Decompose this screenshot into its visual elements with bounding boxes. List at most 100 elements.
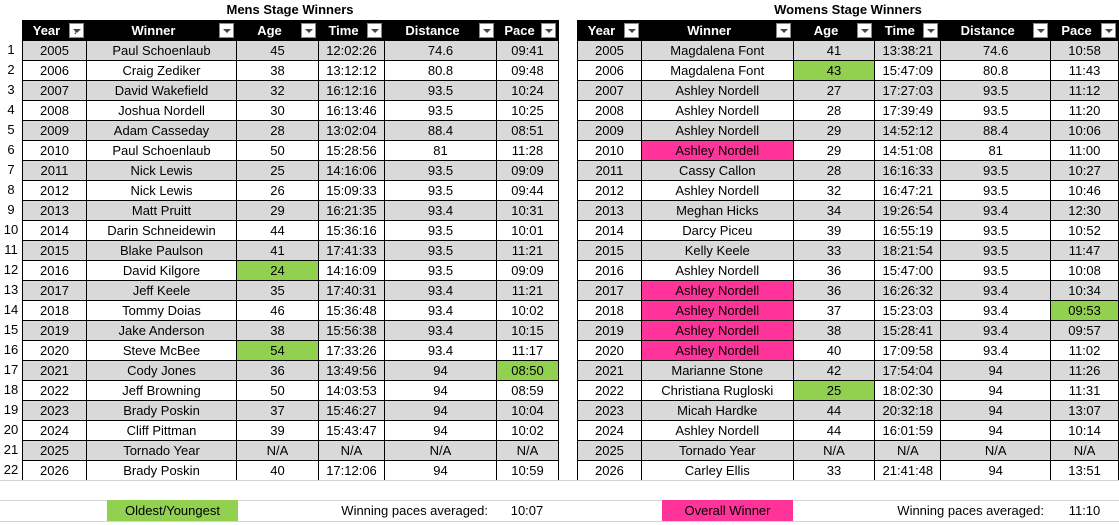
table-cell-pace[interactable]: 10:31 (496, 200, 559, 221)
table-cell-year[interactable]: 2019 (22, 320, 87, 341)
table-cell-pace[interactable]: 11:21 (496, 240, 559, 261)
table-cell-distance[interactable]: 94 (940, 400, 1052, 421)
table-cell-distance[interactable]: N/A (940, 440, 1052, 461)
table-cell-winner[interactable]: Ashley Nordell (640, 340, 794, 361)
table-cell-pace[interactable]: 10:02 (496, 300, 559, 321)
row-number[interactable]: 13 (3, 282, 19, 297)
table-cell-age[interactable]: 25 (236, 160, 319, 181)
table-cell-time[interactable]: 15:43:47 (318, 420, 385, 441)
table-cell-distance[interactable]: 94 (940, 380, 1052, 401)
table-cell-age[interactable]: 46 (236, 300, 319, 321)
filter-dropdown-icon[interactable] (857, 23, 873, 38)
table-cell-winner[interactable]: Ashley Nordell (640, 300, 794, 321)
row-number[interactable]: 9 (7, 202, 15, 217)
filter-dropdown-icon[interactable] (301, 23, 316, 38)
table-cell-winner[interactable]: Ashley Nordell (640, 260, 794, 281)
table-cell-year[interactable]: 2025 (577, 440, 642, 461)
table-cell-distance[interactable]: 93.4 (384, 280, 497, 301)
table-cell-time[interactable]: 17:54:04 (874, 360, 942, 381)
table-cell-year[interactable]: 2024 (577, 420, 642, 441)
table-cell-winner[interactable]: Magdalena Font (640, 40, 794, 61)
table-cell-distance[interactable]: 81 (384, 140, 497, 161)
table-cell-time[interactable]: 16:55:19 (874, 220, 942, 241)
table-cell-distance[interactable]: 94 (384, 380, 497, 401)
table-cell-pace[interactable]: 11:43 (1050, 60, 1119, 81)
filter-dropdown-icon[interactable] (923, 23, 939, 38)
filter-dropdown-icon[interactable] (1101, 23, 1116, 38)
table-cell-year[interactable]: 2009 (577, 120, 642, 141)
table-cell-distance[interactable]: N/A (384, 440, 497, 461)
table-cell-age[interactable]: 38 (236, 320, 319, 341)
table-cell-age[interactable]: 44 (792, 400, 876, 421)
row-number[interactable]: 14 (3, 302, 19, 317)
table-cell-pace[interactable]: 09:41 (496, 40, 559, 61)
table-cell-time[interactable]: 20:32:18 (874, 400, 942, 421)
row-number[interactable]: 4 (7, 102, 15, 117)
table-cell-distance[interactable]: 80.8 (384, 60, 497, 81)
table-cell-pace[interactable]: 11:17 (496, 340, 559, 361)
table-cell-winner[interactable]: Cliff Pittman (86, 420, 237, 441)
row-number[interactable]: 15 (3, 322, 19, 337)
table-cell-pace[interactable]: 11:47 (1050, 240, 1119, 261)
table-cell-time[interactable]: 15:46:27 (318, 400, 385, 421)
table-cell-year[interactable]: 2019 (577, 320, 642, 341)
table-cell-winner[interactable]: Darcy Piceu (640, 220, 794, 241)
table-cell-year[interactable]: 2016 (22, 260, 87, 281)
table-cell-age[interactable]: 36 (792, 280, 876, 301)
filter-dropdown-icon[interactable] (775, 23, 791, 38)
table-cell-time[interactable]: 14:03:53 (318, 380, 385, 401)
row-number[interactable]: 16 (3, 342, 19, 357)
table-cell-winner[interactable]: Magdalena Font (640, 60, 794, 81)
table-cell-age[interactable]: 41 (236, 240, 319, 261)
table-cell-time[interactable]: 18:02:30 (874, 380, 942, 401)
table-cell-distance[interactable]: 81 (940, 140, 1052, 161)
table-cell-time[interactable]: 13:12:12 (318, 60, 385, 81)
table-cell-age[interactable]: 25 (792, 380, 876, 401)
table-cell-distance[interactable]: 93.5 (384, 260, 497, 281)
table-cell-pace[interactable]: 11:31 (1050, 380, 1119, 401)
table-cell-time[interactable]: 16:01:59 (874, 420, 942, 441)
table-cell-pace[interactable]: 11:02 (1050, 340, 1119, 361)
table-cell-pace[interactable]: 10:01 (496, 220, 559, 241)
table-cell-year[interactable]: 2008 (22, 100, 87, 121)
table-cell-age[interactable]: 36 (792, 260, 876, 281)
table-cell-distance[interactable]: 88.4 (940, 120, 1052, 141)
table-cell-winner[interactable]: Jake Anderson (86, 320, 237, 341)
table-cell-winner[interactable]: Ashley Nordell (640, 180, 794, 201)
table-cell-winner[interactable]: Tornado Year (640, 440, 794, 461)
table-cell-winner[interactable]: Nick Lewis (86, 160, 237, 181)
table-cell-pace[interactable]: 10:02 (496, 420, 559, 441)
table-cell-winner[interactable]: Steve McBee (86, 340, 237, 361)
table-cell-age[interactable]: 34 (792, 200, 876, 221)
table-cell-time[interactable]: 19:26:54 (874, 200, 942, 221)
table-cell-age[interactable]: 30 (236, 100, 319, 121)
table-cell-year[interactable]: 2012 (22, 180, 87, 201)
table-cell-winner[interactable]: Paul Schoenlaub (86, 140, 237, 161)
table-cell-year[interactable]: 2007 (22, 80, 87, 101)
table-cell-year[interactable]: 2014 (22, 220, 87, 241)
table-cell-age[interactable]: 29 (792, 120, 876, 141)
row-number[interactable]: 3 (7, 82, 15, 97)
table-cell-time[interactable]: 17:40:31 (318, 280, 385, 301)
table-cell-age[interactable]: 45 (236, 40, 319, 61)
table-cell-year[interactable]: 2010 (577, 140, 642, 161)
table-cell-time[interactable]: 17:33:26 (318, 340, 385, 361)
table-cell-distance[interactable]: 93.4 (940, 200, 1052, 221)
table-cell-winner[interactable]: Cassy Callon (640, 160, 794, 181)
table-cell-winner[interactable]: Ashley Nordell (640, 100, 794, 121)
row-number[interactable]: 2 (7, 62, 15, 77)
table-cell-pace[interactable]: 11:00 (1050, 140, 1119, 161)
table-cell-winner[interactable]: Nick Lewis (86, 180, 237, 201)
table-cell-pace[interactable]: 11:20 (1050, 100, 1119, 121)
table-cell-year[interactable]: 2018 (22, 300, 87, 321)
row-number[interactable]: 5 (7, 122, 15, 137)
table-cell-distance[interactable]: 93.5 (940, 180, 1052, 201)
table-cell-pace[interactable]: 10:34 (1050, 280, 1119, 301)
table-cell-year[interactable]: 2016 (577, 260, 642, 281)
table-cell-year[interactable]: 2021 (577, 360, 642, 381)
table-cell-age[interactable]: 28 (792, 100, 876, 121)
table-cell-time[interactable]: 16:47:21 (874, 180, 942, 201)
table-cell-age[interactable]: 39 (792, 220, 876, 241)
table-cell-pace[interactable]: 10:15 (496, 320, 559, 341)
table-cell-time[interactable]: 15:47:00 (874, 260, 942, 281)
